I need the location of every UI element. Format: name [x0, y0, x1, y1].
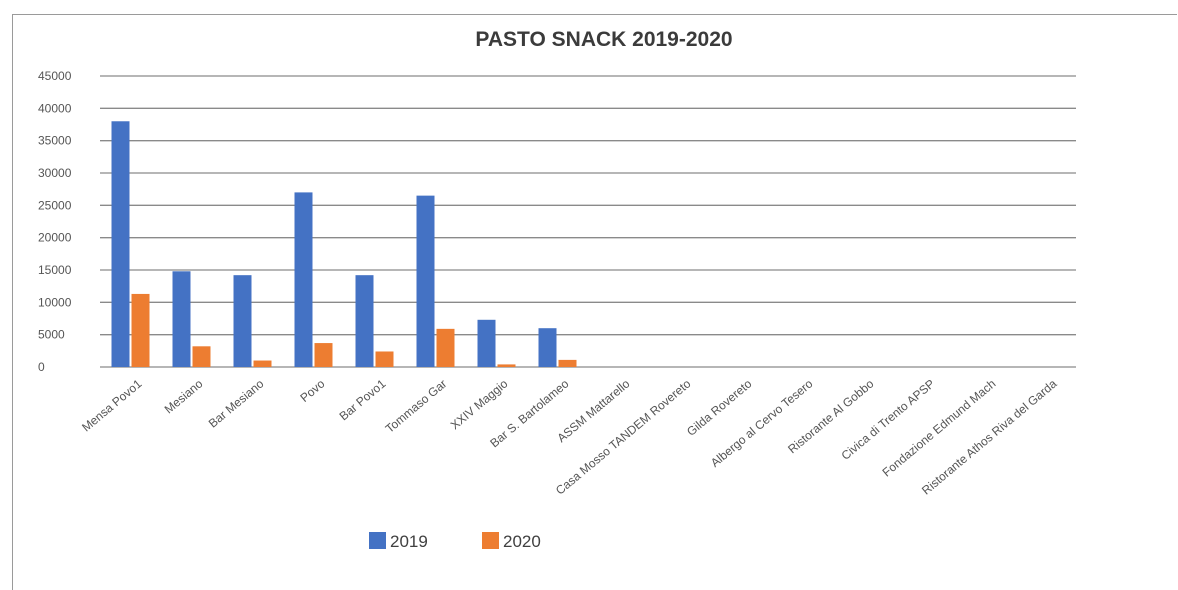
legend: 2019 2020 — [369, 532, 541, 551]
chart-frame — [12, 14, 1177, 590]
x-tick-label: Tommaso Gar — [383, 377, 450, 436]
y-tick-label: 35000 — [38, 134, 72, 148]
legend-label-2020: 2020 — [503, 532, 541, 551]
y-tick-label: 20000 — [38, 231, 72, 245]
legend-swatch-2019 — [369, 532, 386, 549]
bar-2019-4 — [294, 192, 313, 367]
y-tick-label: 15000 — [38, 263, 72, 277]
x-tick-label: Fondazione Edmund Mach — [880, 377, 999, 480]
x-tick-label: Bar Mesiano — [206, 376, 267, 430]
x-tick-label: Bar Povo1 — [336, 376, 388, 423]
bar-2019-7 — [477, 319, 496, 367]
x-axis-ticks: Mensa Povo1 Mesiano Bar Mesiano Povo Bar Pov… — [79, 376, 1059, 497]
y-axis-ticks: 0 5000 10000 15000 20000 25000 30000 35000 40000… — [38, 69, 72, 374]
bar-2020-8 — [558, 359, 577, 367]
y-tick-label: 10000 — [38, 295, 72, 309]
x-tick-label: Mensa Povo1 — [79, 376, 144, 434]
bar-2019-3 — [233, 275, 252, 367]
bar-2019-5 — [355, 275, 374, 367]
bar-2019-8 — [538, 328, 557, 367]
y-tick-label: 5000 — [38, 328, 65, 342]
x-tick-label: Albergo al Cervo Tesero — [708, 376, 816, 470]
bar-2020-2 — [192, 346, 211, 367]
bar-2020-7 — [497, 364, 516, 367]
bar-2019-2 — [172, 271, 191, 367]
bar-2020-4 — [314, 343, 333, 367]
bar-2020-1 — [131, 293, 150, 367]
chart-title: PASTO SNACK 2019-2020 — [475, 28, 732, 51]
gridlines — [100, 75, 1076, 368]
y-tick-label: 45000 — [38, 69, 72, 83]
x-tick-label: Povo — [297, 376, 327, 405]
bar-2020-6 — [436, 328, 455, 367]
y-tick-label: 40000 — [38, 101, 72, 115]
legend-label-2019: 2019 — [390, 532, 428, 551]
y-tick-label: 30000 — [38, 166, 72, 180]
legend-swatch-2020 — [482, 532, 499, 549]
y-tick-label: 25000 — [38, 198, 72, 212]
bars — [111, 121, 577, 368]
bar-2020-5 — [375, 351, 394, 367]
bar-2019-1 — [111, 121, 130, 368]
bar-2020-3 — [253, 360, 272, 367]
x-tick-label: Mesiano — [162, 376, 206, 416]
y-tick-label: 0 — [38, 360, 45, 374]
bar-2019-6 — [416, 195, 435, 367]
x-tick-label: XXIV Maggio — [448, 376, 511, 432]
